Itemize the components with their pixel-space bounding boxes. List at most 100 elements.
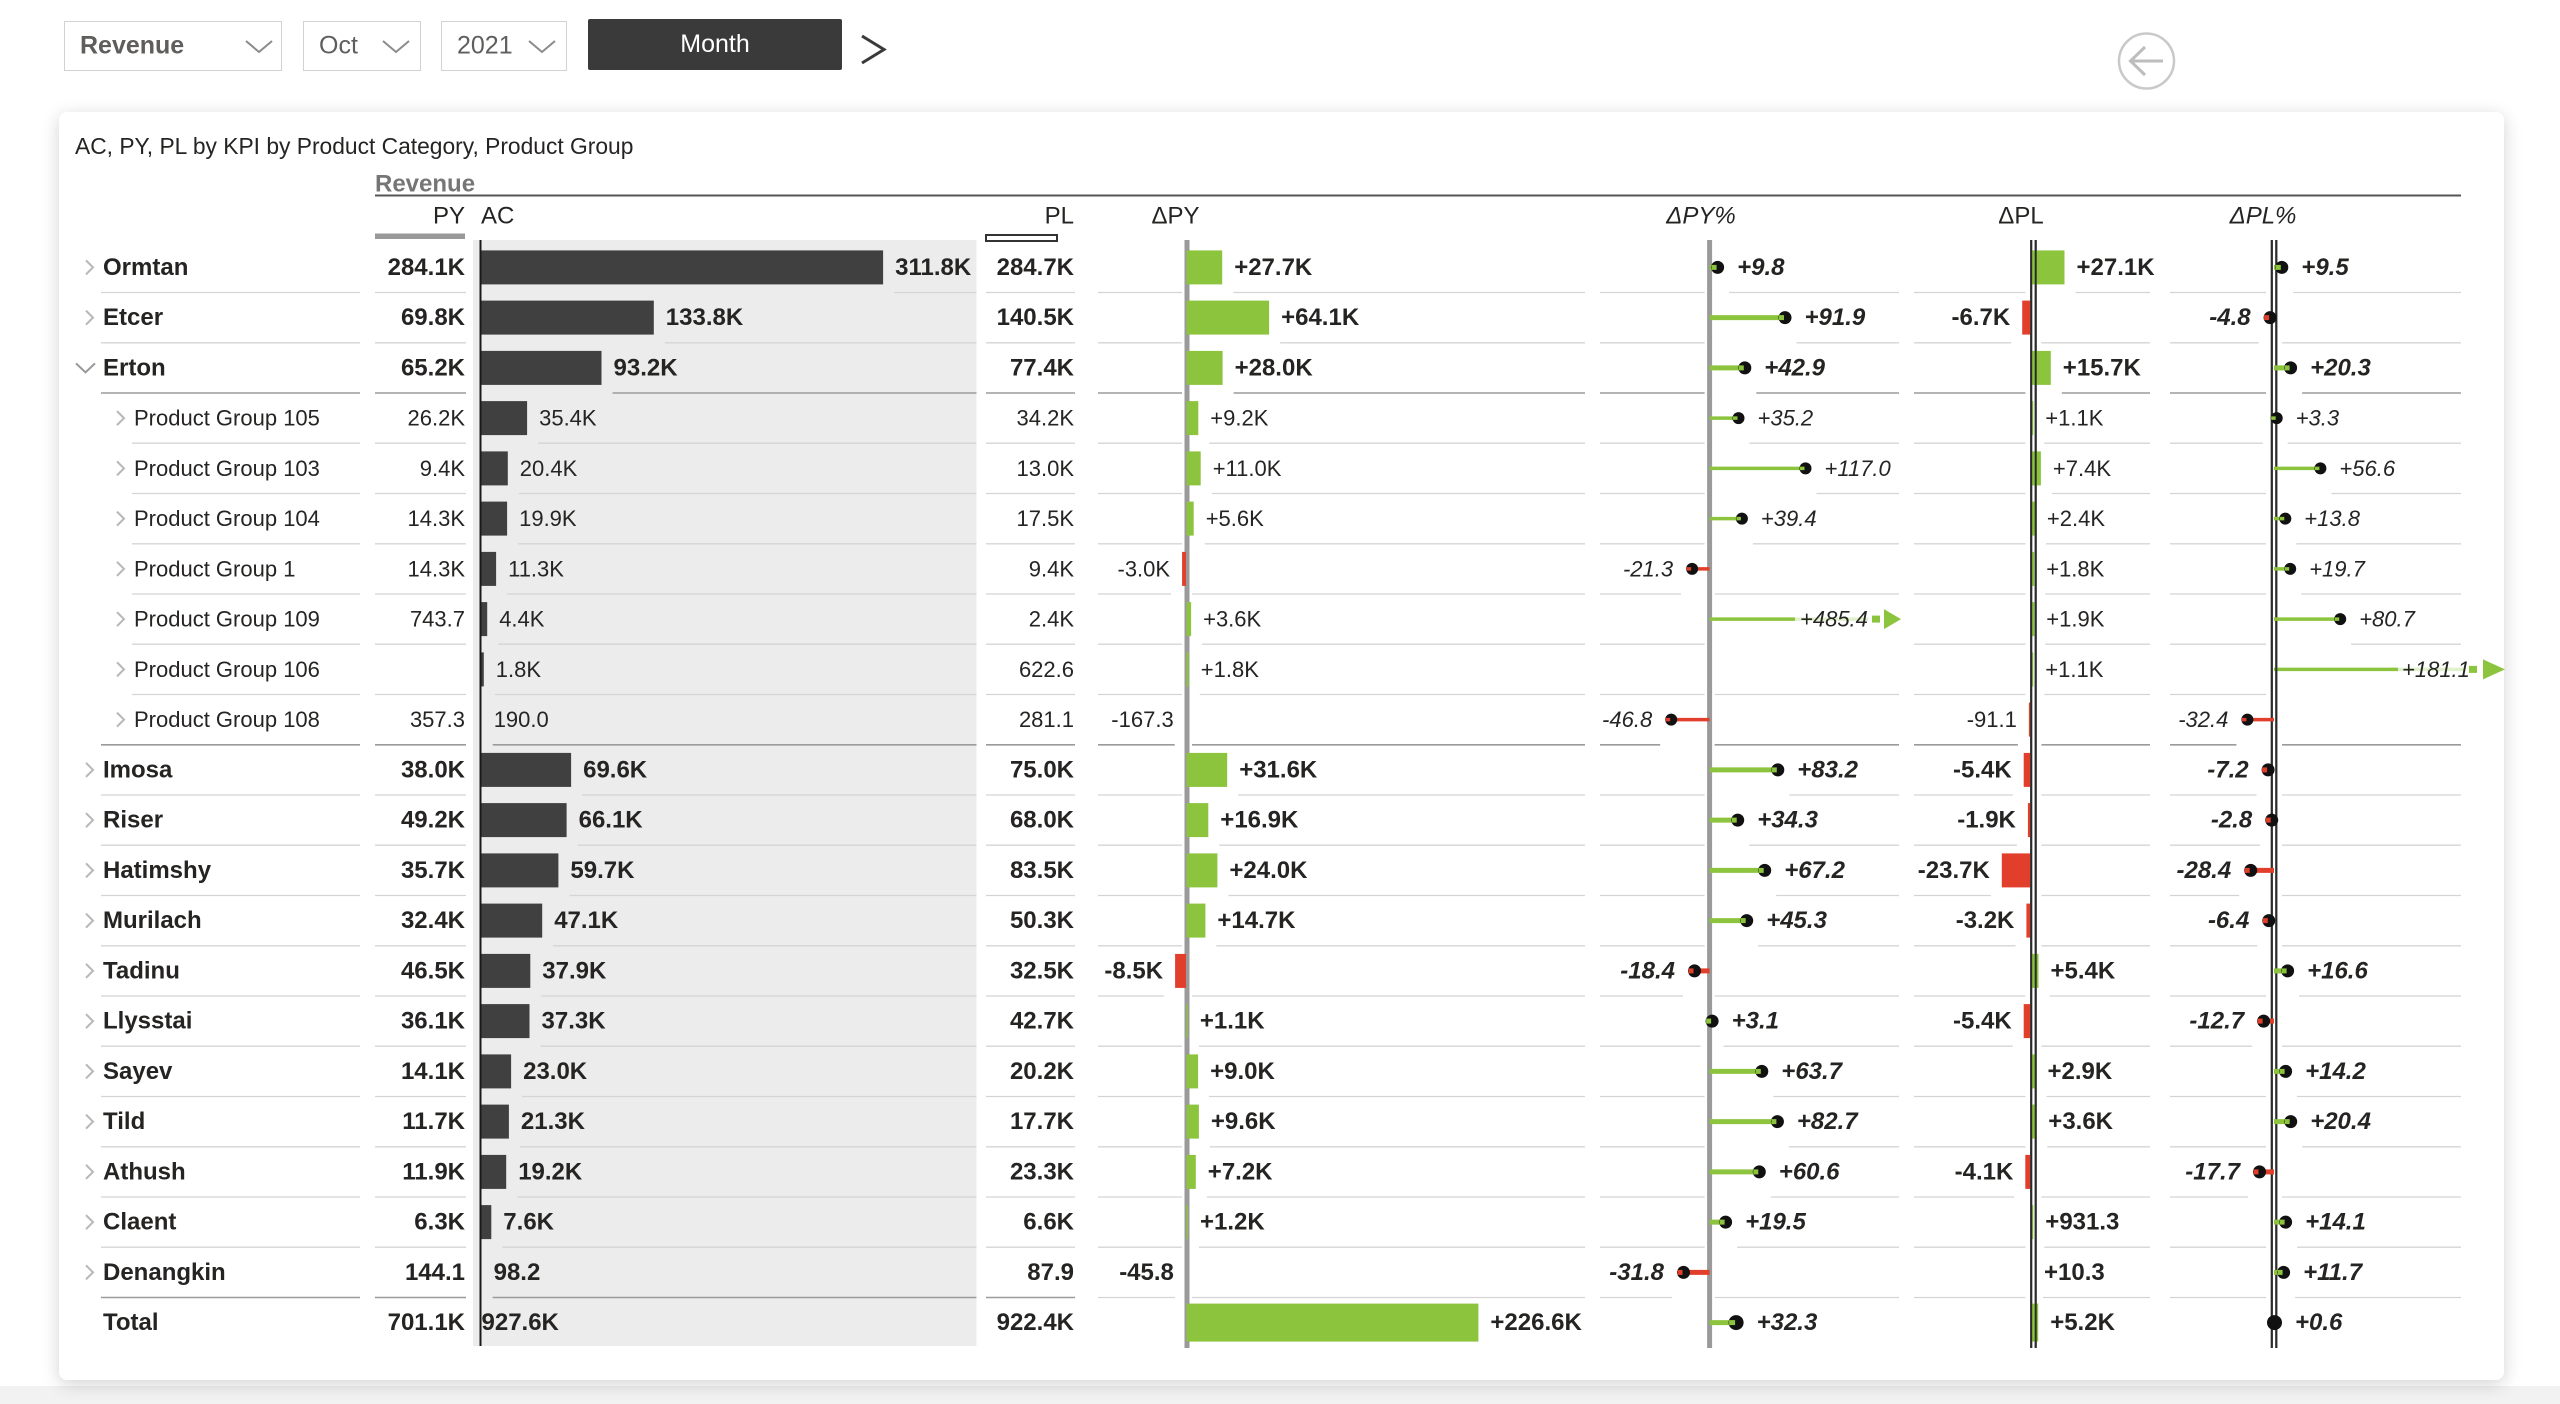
svg-text:+3.6K: +3.6K [1203,607,1261,632]
svg-text:+34.3: +34.3 [1757,807,1818,834]
svg-text:20.4K: 20.4K [520,456,578,481]
svg-text:-12.7: -12.7 [2189,1008,2245,1035]
svg-text:Hatimshy: Hatimshy [103,857,212,884]
svg-text:+1.2K: +1.2K [1200,1209,1265,1236]
svg-text:-7.2: -7.2 [2207,756,2249,783]
svg-text:75.0K: 75.0K [1010,756,1075,783]
svg-text:83.5K: 83.5K [1010,857,1075,884]
svg-text:-21.3: -21.3 [1623,556,1674,581]
svg-text:50.3K: 50.3K [1010,907,1075,934]
svg-text:+39.4: +39.4 [1761,506,1817,531]
svg-text:17.5K: 17.5K [1017,506,1075,531]
svg-text:-8.5K: -8.5K [1104,957,1163,984]
svg-text:14.3K: 14.3K [408,556,466,581]
svg-text:+31.6K: +31.6K [1239,756,1318,783]
svg-text:+13.8: +13.8 [2304,506,2360,531]
svg-text:357.3: 357.3 [410,707,465,732]
svg-text:+9.6K: +9.6K [1211,1108,1276,1135]
svg-text:+91.9: +91.9 [1805,304,1866,331]
svg-text:1.8K: 1.8K [496,657,542,682]
svg-text:PL: PL [1045,203,1074,230]
svg-text:+45.3: +45.3 [1766,907,1827,934]
svg-text:4.4K: 4.4K [499,607,545,632]
svg-text:+19.5: +19.5 [1745,1209,1806,1236]
svg-text:Product Group 103: Product Group 103 [134,456,320,481]
svg-text:+5.6K: +5.6K [1206,506,1264,531]
svg-text:6.6K: 6.6K [1023,1209,1074,1236]
svg-text:+7.4K: +7.4K [2053,456,2111,481]
svg-text:+24.0K: +24.0K [1229,857,1308,884]
svg-text:+82.7: +82.7 [1797,1108,1859,1135]
svg-text:65.2K: 65.2K [401,354,466,381]
svg-text:+67.2: +67.2 [1784,857,1845,884]
svg-text:Riser: Riser [103,807,163,834]
svg-text:Denangkin: Denangkin [103,1259,226,1286]
svg-text:Imosa: Imosa [103,756,173,783]
svg-text:284.7K: 284.7K [997,254,1075,281]
svg-text:-5.4K: -5.4K [1953,1008,2012,1035]
svg-text:+20.3: +20.3 [2310,354,2371,381]
svg-text:Murilach: Murilach [103,907,202,934]
svg-text:622.6: 622.6 [1019,657,1074,682]
svg-text:32.5K: 32.5K [1010,957,1075,984]
svg-text:Erton: Erton [103,354,166,381]
svg-text:19.2K: 19.2K [518,1158,583,1185]
svg-text:+3.3: +3.3 [2296,406,2340,431]
svg-text:46.5K: 46.5K [401,957,466,984]
svg-text:+9.8: +9.8 [1737,254,1785,281]
svg-text:68.0K: 68.0K [1010,807,1075,834]
svg-text:133.8K: 133.8K [666,304,744,331]
svg-text:+2.9K: +2.9K [2048,1058,2113,1085]
svg-text:284.1K: 284.1K [388,254,466,281]
svg-text:77.4K: 77.4K [1010,354,1075,381]
svg-text:+15.7K: +15.7K [2063,354,2142,381]
svg-text:+181.1: +181.1 [2402,657,2470,682]
svg-text:+1.1K: +1.1K [1200,1008,1265,1035]
svg-text:93.2K: 93.2K [614,354,679,381]
svg-text:144.1: 144.1 [405,1259,465,1286]
svg-text:+3.1: +3.1 [1732,1008,1779,1035]
svg-text:35.7K: 35.7K [401,857,466,884]
svg-text:-18.4: -18.4 [1620,957,1675,984]
svg-text:+27.1K: +27.1K [2077,254,2156,281]
svg-text:+19.7: +19.7 [2309,556,2365,581]
svg-text:20.2K: 20.2K [1010,1058,1075,1085]
svg-text:17.7K: 17.7K [1010,1108,1075,1135]
svg-text:Revenue: Revenue [375,171,475,198]
svg-text:-4.8: -4.8 [2209,304,2251,331]
svg-text:743.7: 743.7 [410,607,465,632]
svg-text:Total: Total [103,1309,159,1336]
svg-text:-6.4: -6.4 [2208,907,2249,934]
svg-text:32.4K: 32.4K [401,907,466,934]
svg-text:+7.2K: +7.2K [1208,1158,1273,1185]
svg-text:+5.4K: +5.4K [2051,957,2116,984]
svg-text:Claent: Claent [103,1209,176,1236]
svg-text:-3.2K: -3.2K [1956,907,2015,934]
svg-text:+83.2: +83.2 [1797,756,1858,783]
svg-text:AC, PY, PL by KPI by Product C: AC, PY, PL by KPI by Product Category, P… [75,133,633,159]
svg-text:37.9K: 37.9K [542,957,607,984]
svg-text:-3.0K: -3.0K [1118,556,1171,581]
svg-text:59.7K: 59.7K [570,857,635,884]
svg-text:140.5K: 140.5K [997,304,1075,331]
svg-text:+11.7: +11.7 [2303,1259,2364,1286]
svg-text:Product Group 106: Product Group 106 [134,657,320,682]
svg-text:+56.6: +56.6 [2339,456,2395,481]
svg-text:281.1: 281.1 [1019,707,1074,732]
svg-text:+14.7K: +14.7K [1217,907,1296,934]
svg-text:9.4K: 9.4K [1029,556,1075,581]
svg-text:-91.1: -91.1 [1967,707,2017,732]
svg-text:+28.0K: +28.0K [1235,354,1314,381]
svg-text:Product Group 104: Product Group 104 [134,506,320,531]
svg-text:+16.6: +16.6 [2307,957,2368,984]
svg-text:+14.2: +14.2 [2305,1058,2366,1085]
svg-text:2.4K: 2.4K [1029,607,1075,632]
svg-text:-31.8: -31.8 [1609,1259,1664,1286]
svg-text:14.3K: 14.3K [408,506,466,531]
svg-text:922.4K: 922.4K [997,1309,1075,1336]
svg-text:-28.4: -28.4 [2176,857,2231,884]
svg-text:6.3K: 6.3K [414,1209,465,1236]
svg-text:927.6K: 927.6K [482,1309,560,1336]
svg-text:-4.1K: -4.1K [1955,1158,2014,1185]
svg-text:87.9: 87.9 [1027,1259,1074,1286]
